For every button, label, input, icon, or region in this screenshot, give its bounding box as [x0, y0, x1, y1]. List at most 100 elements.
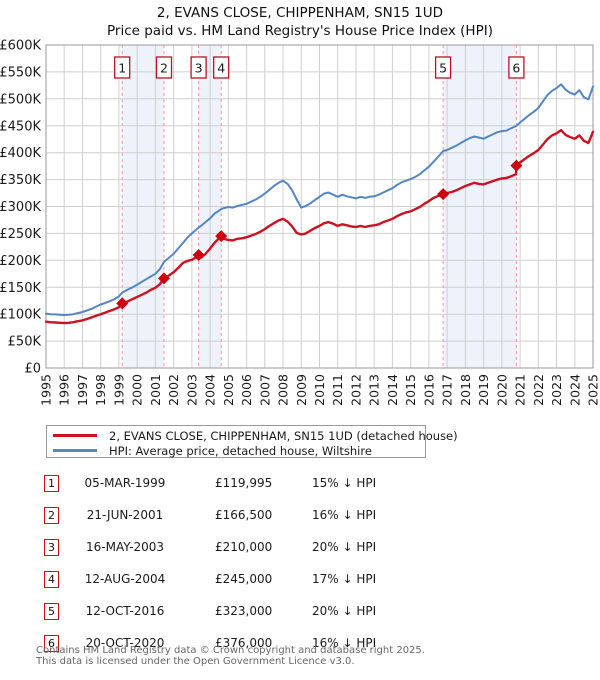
- x-tick-label: 2009: [294, 374, 309, 406]
- legend-row-hpi: HPI: Average price, detached house, Wilt…: [47, 443, 425, 458]
- x-tick-label: 2018: [458, 374, 473, 406]
- y-tick-label: £600K: [0, 39, 41, 54]
- legend-label-property: 2, EVANS CLOSE, CHIPPENHAM, SN15 1UD (de…: [109, 428, 458, 443]
- y-tick-label: £550K: [0, 65, 41, 80]
- hpi-line-swatch: [53, 449, 97, 452]
- sale-vs-hpi: 20% ↓ HPI: [312, 604, 377, 618]
- sale-badge-num-4: 4: [217, 61, 225, 76]
- sale-badge-box-1: [114, 56, 131, 79]
- sale-price: £245,000: [215, 572, 273, 586]
- y-tick-label: £150K: [0, 281, 41, 296]
- x-tick-label: 2012: [349, 374, 364, 406]
- sale-badge-box-4: [213, 56, 230, 79]
- table-row: 1 05-MAR-1999 £119,995 15% ↓ HPI: [0, 474, 600, 492]
- x-tick-label: 2007: [257, 374, 272, 406]
- sale-vs-hpi: 16% ↓ HPI: [312, 636, 377, 650]
- table-row: 6 20-OCT-2020 £376,000 16% ↓ HPI: [0, 634, 600, 652]
- table-row: 5 12-OCT-2016 £323,000 20% ↓ HPI: [0, 602, 600, 620]
- legend-row-property: 2, EVANS CLOSE, CHIPPENHAM, SN15 1UD (de…: [47, 428, 458, 443]
- sale-marker-3: [192, 248, 205, 261]
- x-tick-label: 2008: [276, 374, 291, 406]
- footer-line-1: Contains HM Land Registry data © Crown c…: [36, 645, 425, 656]
- sale-price: £119,995: [215, 476, 273, 490]
- sale-date: 20-OCT-2020: [85, 636, 165, 650]
- copyright-footer: Contains HM Land Registry data © Crown c…: [36, 645, 425, 667]
- x-tick-label: 2004: [203, 374, 218, 406]
- sale-badge-num-2: 2: [160, 61, 168, 76]
- x-tick-label: 2024: [567, 374, 582, 406]
- sale-number-badge: 2: [44, 506, 59, 524]
- x-tick-label: 2003: [184, 374, 199, 406]
- sales-table: 1 05-MAR-1999 £119,995 15% ↓ HPI 2 21-JU…: [0, 474, 600, 666]
- x-tick-label: 2001: [148, 374, 163, 406]
- sale-badge-box-5: [434, 56, 452, 79]
- x-tick-label: 1998: [93, 374, 108, 406]
- sale-badge-box-3: [190, 56, 207, 79]
- y-tick-label: £250K: [0, 227, 41, 242]
- sale-marker-1: [116, 297, 129, 310]
- chart-subtitle: Price paid vs. HM Land Registry's House …: [107, 23, 493, 39]
- x-tick-label: 2021: [513, 374, 528, 406]
- x-tick-label: 2025: [586, 374, 600, 406]
- x-tick-label: 2020: [494, 374, 509, 406]
- sale-vs-hpi: 17% ↓ HPI: [312, 572, 377, 586]
- x-tick-label: 2013: [367, 374, 382, 406]
- x-tick-label: 2014: [385, 374, 400, 406]
- x-tick-label: 2006: [239, 374, 254, 406]
- x-tick-label: 2019: [476, 374, 491, 406]
- sale-vs-hpi: 16% ↓ HPI: [312, 508, 377, 522]
- sale-badge-num-6: 6: [512, 61, 520, 76]
- chart-title: 2, EVANS CLOSE, CHIPPENHAM, SN15 1UD: [157, 5, 443, 21]
- sale-badge-num-5: 5: [439, 61, 447, 76]
- x-tick-label: 2022: [531, 374, 546, 406]
- sale-date: 12-AUG-2004: [84, 572, 166, 586]
- y-tick-label: £300K: [0, 200, 41, 215]
- x-tick-label: 1999: [111, 374, 126, 406]
- table-row: 4 12-AUG-2004 £245,000 17% ↓ HPI: [0, 570, 600, 588]
- sale-number-badge: 3: [44, 538, 59, 556]
- sale-badge-num-3: 3: [195, 61, 203, 76]
- sale-badge-box-2: [155, 56, 173, 79]
- sale-price: £166,500: [215, 508, 273, 522]
- x-tick-label: 2015: [403, 374, 418, 406]
- price-chart-svg: 2, EVANS CLOSE, CHIPPENHAM, SN15 1UD Pri…: [0, 5, 600, 406]
- sale-price: £323,000: [215, 604, 273, 618]
- x-tick-label: 2002: [166, 374, 181, 406]
- y-tick-label: £400K: [0, 146, 41, 161]
- sale-badge-num-1: 1: [118, 61, 126, 76]
- x-tick-label: 1996: [57, 374, 72, 406]
- x-tick-label: 2000: [130, 374, 145, 406]
- x-tick-label: 2005: [221, 374, 236, 406]
- table-row: 2 21-JUN-2001 £166,500 16% ↓ HPI: [0, 506, 600, 524]
- legend-label-hpi: HPI: Average price, detached house, Wilt…: [109, 443, 372, 458]
- sale-price: £210,000: [215, 540, 273, 554]
- sale-number-badge: 6: [44, 634, 59, 652]
- sale-marker-2: [157, 272, 170, 285]
- plot-area: 1 2 3 4 5 6 £0 £50K £100K £150K £200K £250K £300K £35…: [0, 39, 600, 406]
- sale-number-badge: 1: [44, 474, 59, 492]
- x-tick-label: 2023: [549, 374, 564, 406]
- table-row: 3 16-MAY-2003 £210,000 20% ↓ HPI: [0, 538, 600, 556]
- sale-marker-4: [215, 230, 228, 243]
- y-tick-label: £50K: [8, 335, 42, 350]
- x-tick-label: 2010: [312, 374, 327, 406]
- x-tick-label: 2017: [440, 374, 455, 406]
- y-tick-label: £200K: [0, 254, 41, 269]
- sale-badge-box-6: [508, 56, 525, 79]
- x-tick-label: 2016: [421, 374, 436, 406]
- x-tick-label: 2011: [330, 374, 345, 406]
- sale-date: 12-OCT-2016: [85, 604, 165, 618]
- sale-date: 16-MAY-2003: [85, 540, 164, 554]
- sale-marker-5: [437, 188, 450, 201]
- sale-date: 05-MAR-1999: [84, 476, 166, 490]
- sale-number-badge: 5: [44, 602, 59, 620]
- sale-date: 21-JUN-2001: [86, 508, 164, 522]
- y-tick-label: £450K: [0, 119, 41, 134]
- legend: 2, EVANS CLOSE, CHIPPENHAM, SN15 1UD (de…: [46, 425, 458, 458]
- y-tick-label: £350K: [0, 173, 41, 188]
- y-tick-label: £500K: [0, 92, 41, 107]
- x-tick-label: 1997: [75, 374, 90, 406]
- x-tick-label: 1995: [39, 374, 54, 406]
- y-tick-label: £100K: [0, 308, 41, 323]
